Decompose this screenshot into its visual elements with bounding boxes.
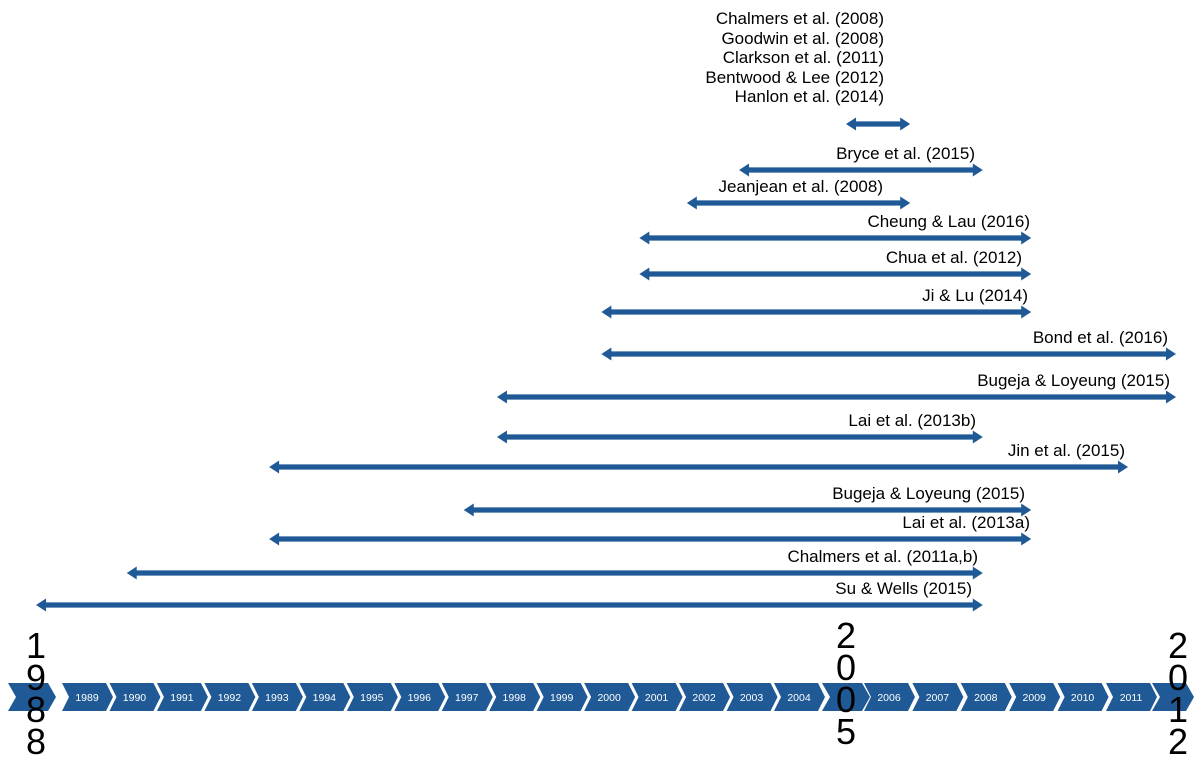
timeline-year-label: 1990 — [123, 692, 147, 704]
timeline-year-chevron: 2011 — [1106, 683, 1157, 711]
big-year-digit: 2 — [835, 615, 857, 656]
big-year-digit: 5 — [835, 711, 857, 752]
timeline-year-label: 2001 — [645, 692, 669, 704]
range-arrow — [739, 163, 983, 177]
range-arrow — [686, 196, 911, 210]
timeline-chevron-2005 — [822, 683, 870, 711]
timeline-year-chevron: 1999 — [536, 683, 588, 711]
study-label: Clarkson et al. (2011) — [722, 48, 884, 67]
stacked-study-labels: Chalmers et al. (2008) Goodwin et al. (2… — [650, 9, 884, 107]
big-year-digit: 2 — [1167, 721, 1189, 762]
range-label: Lai et al. (2013a) — [902, 513, 1030, 532]
timeline-year-label: 2007 — [926, 692, 950, 704]
timeline-year-label: 2000 — [597, 692, 621, 704]
range-label: Chua et al. (2012) — [885, 248, 1022, 267]
range-arrow — [496, 430, 983, 444]
range-arrow — [269, 532, 1032, 546]
big-year-digit: 2 — [1167, 625, 1189, 666]
range-arrow — [36, 598, 983, 612]
big-year-digit: 8 — [25, 721, 47, 762]
big-year-digit: 1 — [25, 625, 47, 666]
timeline-year-chevron: 2009 — [1009, 683, 1061, 711]
range-arrow — [496, 390, 1177, 404]
timeline-year-label: 1989 — [75, 692, 99, 704]
big-year-digit: 0 — [1167, 657, 1189, 698]
timeline-year-label: 2008 — [974, 692, 998, 704]
timeline-year-chevron: 2002 — [679, 683, 731, 711]
big-year-digit: 8 — [25, 689, 47, 730]
study-label: Chalmers et al. (2008) — [715, 9, 884, 28]
timeline-year-chevron: 2006 — [864, 683, 915, 711]
timeline-year-label: 1998 — [503, 692, 527, 704]
timeline-year-chevron: 1989 — [62, 683, 113, 711]
range-arrow — [639, 267, 1032, 281]
timeline-year-chevron: 2008 — [960, 683, 1012, 711]
range-label: Chalmers et al. (2011a,b) — [787, 547, 978, 566]
big-year-digit: 0 — [835, 679, 857, 720]
big-year-digit: 1 — [1167, 689, 1189, 730]
timeline-year-label: 1996 — [408, 692, 432, 704]
timeline-year-label: 1995 — [360, 692, 384, 704]
timeline-year-label: 1991 — [170, 692, 194, 704]
timeline-year-chevron: 1996 — [394, 683, 446, 711]
timeline-year-label: 2004 — [787, 692, 811, 704]
range-label: Jin et al. (2015) — [1007, 441, 1125, 460]
timeline-year-chevron: 1990 — [109, 683, 161, 711]
timeline-year-chevron: 2003 — [726, 683, 778, 711]
range-arrow — [269, 460, 1128, 474]
range-arrow — [463, 503, 1032, 517]
range-arrow — [846, 117, 911, 131]
timeline-year-label: 1997 — [455, 692, 479, 704]
timeline-year-chevron: 2007 — [912, 683, 964, 711]
timeline-year-chevron: 1998 — [489, 683, 541, 711]
timeline-year-label: 2002 — [692, 692, 716, 704]
timeline-year-chevron: 2001 — [631, 683, 683, 711]
timeline-year-chevron: 2000 — [584, 683, 636, 711]
range-label: Bugeja & Loyeung (2015) — [832, 484, 1025, 503]
range-arrow — [126, 566, 983, 580]
study-label: Goodwin et al. (2008) — [721, 28, 884, 48]
timeline-year-label: 2010 — [1071, 692, 1095, 704]
study-label: Hanlon et al. (2014) — [734, 87, 884, 106]
range-label: Bryce et al. (2015) — [836, 144, 975, 163]
timeline-year-chevron: 1993 — [251, 683, 303, 711]
study-label: Bentwood & Lee (2012) — [705, 67, 884, 87]
timeline-end-chevron — [1152, 683, 1194, 711]
timeline-year-label: 2003 — [740, 692, 764, 704]
timeline-year-chevron: 1997 — [441, 683, 493, 711]
timeline-year-chevron: 1991 — [156, 683, 208, 711]
range-label: Lai et al. (2013b) — [848, 411, 976, 430]
timeline-year-label: 2009 — [1023, 692, 1047, 704]
timeline-year-chevron: 1992 — [204, 683, 256, 711]
range-label: Bugeja & Loyeung (2015) — [977, 371, 1170, 390]
range-arrow — [601, 347, 1176, 361]
range-arrow — [639, 231, 1032, 245]
range-label: Cheung & Lau (2016) — [867, 212, 1030, 231]
timeline-year-chevron: 2010 — [1057, 683, 1109, 711]
range-label: Bond et al. (2016) — [1032, 328, 1168, 347]
timeline-year-label: 1999 — [550, 692, 574, 704]
big-year-digit: 9 — [25, 657, 47, 698]
range-arrow — [601, 305, 1032, 319]
timeline-year-label: 2011 — [1120, 692, 1143, 704]
timeline-start-chevron — [8, 683, 56, 711]
timeline-year-label: 2006 — [877, 692, 901, 704]
timeline-year-chevron: 1995 — [346, 683, 398, 711]
timeline-year-label: 1992 — [218, 692, 242, 704]
timeline-year-chevron: 1994 — [299, 683, 351, 711]
range-label: Ji & Lu (2014) — [922, 286, 1028, 305]
timeline-year-label: 1994 — [313, 692, 337, 704]
timeline-year-label: 1993 — [265, 692, 289, 704]
big-year-digit: 0 — [835, 647, 857, 688]
range-label: Jeanjean et al. (2008) — [718, 177, 883, 196]
range-label: Su & Wells (2015) — [835, 579, 972, 598]
timeline-year-chevron: 2004 — [774, 683, 825, 711]
